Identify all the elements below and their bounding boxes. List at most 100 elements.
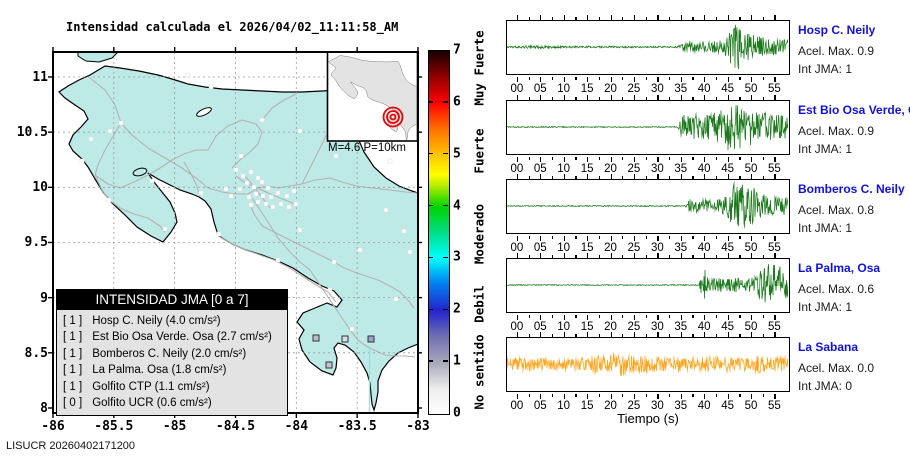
seismogram-axis-tick: [715, 97, 718, 100]
seismogram-axis-tick: [610, 253, 612, 258]
seismogram-time-tick-label: 15: [580, 83, 594, 95]
seismogram-axis-tick: [540, 15, 542, 20]
seismogram-axis-tick: [751, 314, 753, 320]
seismogram-axis-tick: [751, 332, 753, 337]
seismogram-time-tick-label: 10: [557, 163, 571, 175]
seismogram-axis-tick: [645, 156, 647, 160]
seismogram-axis-tick: [680, 253, 682, 258]
seismogram-time-tick-label: 55: [768, 83, 781, 95]
seismogram-axis-tick: [610, 393, 612, 399]
station-name: Hosp C. Neily: [798, 23, 876, 37]
seismogram-axis-tick: [692, 97, 694, 100]
seismogram-axis-tick: [575, 76, 577, 80]
seismogram-axis-tick: [575, 255, 577, 258]
seismogram-axis-tick: [715, 156, 718, 160]
seismogram-axis-tick: [657, 156, 659, 162]
page-title: Intensidad calculada el 2026/04/02_11:11…: [66, 20, 399, 34]
station-dot: [251, 184, 257, 190]
longitude-tick-label: -85.5: [94, 419, 134, 434]
colorbar-tick: [443, 153, 448, 155]
seismogram-frame: [506, 337, 790, 392]
legend-item-jma: [ 1 ]: [63, 331, 83, 344]
seismogram-trace: [507, 21, 788, 73]
seismogram-axis-tick: [551, 76, 554, 80]
seismogram-axis-tick: [739, 156, 741, 160]
seismogram-axis-tick: [704, 253, 706, 258]
seismogram-axis-tick: [540, 253, 542, 258]
seismogram-time-tick-label: 30: [650, 321, 664, 333]
station-dot: [238, 153, 244, 159]
seismogram-frame: [506, 100, 790, 155]
colorbar-category-label: Moderado: [471, 203, 487, 265]
seismogram-axis-tick: [704, 332, 706, 337]
intensity-square: [367, 335, 375, 343]
seismogram-axis-tick: [575, 97, 577, 100]
seismogram-axis-tick: [727, 156, 729, 162]
seismogram-axis-tick: [540, 332, 542, 337]
seismogram-axis-tick: [762, 255, 764, 258]
seismogram-axis-tick: [645, 393, 647, 397]
seismogram-time-tick-label: 05: [533, 163, 547, 175]
seismogram-time-tick-label: 15: [580, 242, 594, 254]
seismogram-axis-tick: [739, 393, 741, 397]
longitude-tick-label: -84.5: [215, 419, 256, 434]
seismogram-axis-tick: [575, 17, 577, 20]
seismogram-axis-tick: [645, 255, 647, 258]
seismogram-axis-tick: [587, 332, 589, 337]
seismogram-time-tick-label: 20: [604, 163, 617, 175]
seismogram-axis-tick: [774, 393, 776, 399]
seismogram-axis-tick: [669, 334, 671, 337]
latitude-tick-label: 10: [32, 180, 48, 196]
seismogram-axis-tick: [692, 17, 694, 20]
station-dot: [265, 185, 271, 191]
seismogram-axis-tick: [715, 17, 718, 20]
footer-code: LISUCR 20260402171200: [6, 440, 136, 452]
seismogram-axis-tick: [669, 314, 671, 318]
seismogram-axis-tick: [762, 314, 764, 318]
station-dot: [162, 226, 168, 232]
seismogram-trace: [507, 101, 788, 153]
seismogram-time-tick-label: 35: [674, 321, 688, 333]
seismogram-axis-tick: [516, 15, 519, 20]
seismogram-axis-tick: [680, 15, 682, 20]
seismogram-axis-tick: [551, 156, 554, 160]
seismogram-axis-tick: [751, 253, 753, 258]
seismogram-time-tick-label: 00: [510, 242, 524, 254]
seismogram-axis-tick: [727, 393, 729, 399]
seismogram-axis-tick: [563, 95, 565, 100]
seismogram-axis-tick: [540, 235, 542, 241]
seismogram-time-tick-label: 30: [650, 400, 664, 412]
station-name: La Sabana: [798, 340, 859, 354]
seismogram-axis-tick: [528, 156, 530, 160]
seismogram-axis-tick: [516, 76, 519, 82]
seismogram-axis-tick: [540, 76, 542, 82]
latitude-tick-label: 8: [40, 401, 48, 416]
seismogram-axis-tick: [633, 76, 636, 82]
station-dot: [255, 175, 261, 181]
seismogram-axis-tick: [540, 174, 542, 179]
seismogram-axis-tick: [751, 156, 753, 162]
seismogram-time-tick-label: 25: [627, 83, 641, 95]
seismogram-axis-tick: [739, 97, 741, 100]
seismogram-axis-tick: [669, 176, 671, 179]
seismogram-axis-tick: [715, 255, 718, 258]
seismogram-time-tick-label: 05: [533, 321, 547, 333]
seismogram-axis-tick: [598, 393, 600, 397]
intensity-jma-label: Int JMA: 1: [798, 221, 853, 235]
seismogram-axis-tick: [669, 235, 671, 239]
seismogram-time-tick-label: 30: [650, 83, 664, 95]
seismogram-axis-tick: [657, 174, 659, 179]
seismogram-trace: [507, 338, 788, 390]
station-dot: [268, 194, 274, 200]
colorbar-category-label: No sentido: [471, 333, 487, 410]
seismogram-time-tick-label: 00: [510, 321, 524, 333]
seismogram-axis-tick: [622, 97, 624, 100]
seismogram-axis-tick: [551, 314, 554, 318]
seismogram-frame: [506, 179, 790, 234]
seismogram-time-tick-label: 30: [650, 242, 664, 254]
seismogram-axis-tick: [727, 95, 729, 100]
seismogram-axis-tick: [727, 314, 729, 320]
legend-item-label: Golfito CTP (1.1 cm/s²): [89, 380, 210, 393]
seismogram-axis-tick: [692, 314, 694, 318]
latitude-tick-label: 9: [40, 290, 48, 306]
